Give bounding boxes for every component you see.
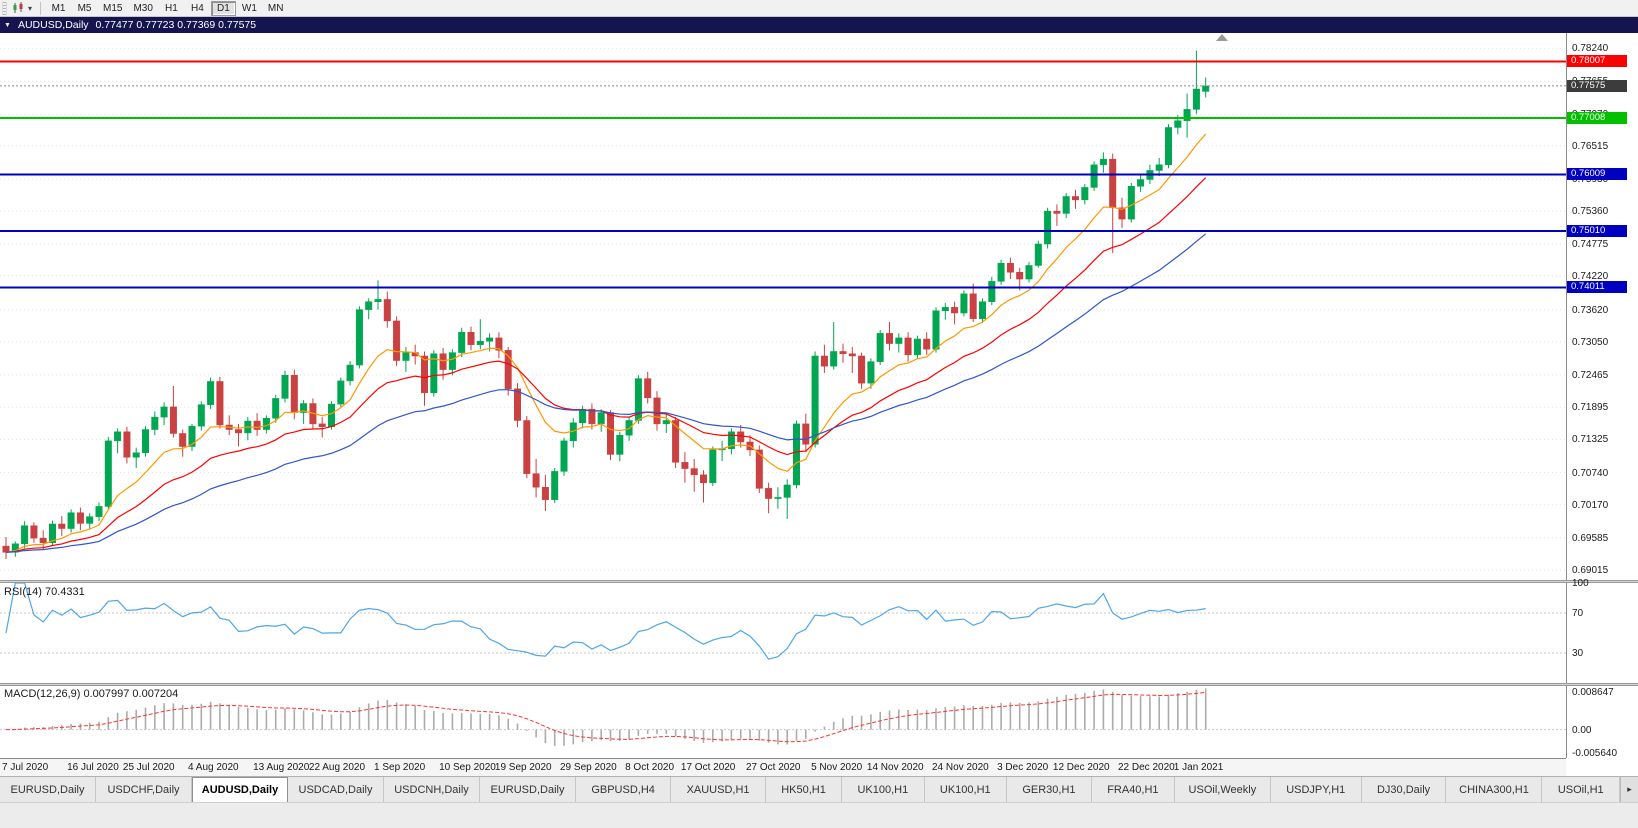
rsi-scale-label: 70 (1572, 608, 1584, 619)
macd-scale-label: -0.005640 (1572, 748, 1618, 759)
window-menu-icon[interactable]: ▼ (4, 21, 11, 29)
price-axis-label: 0.73620 (1572, 304, 1609, 316)
chart-tab[interactable]: UK100,H1 (924, 777, 1007, 802)
current-price-badge: 0.77575 (1567, 79, 1627, 92)
macd-scale-label: 0.00 (1572, 724, 1592, 736)
chart-tab[interactable]: USDCHF,Daily (96, 777, 192, 802)
chart-tab[interactable]: CHINA300,H1 (1446, 777, 1543, 802)
chart-tab[interactable]: USDCNH,Daily (384, 777, 480, 802)
chart-tab[interactable]: HK50,H1 (765, 777, 843, 802)
time-axis-label: 22 Dec 2020 (1118, 762, 1175, 773)
panel-separator[interactable] (0, 580, 1638, 583)
price-scale-border (1566, 33, 1567, 758)
time-axis-label: 8 Oct 2020 (625, 762, 675, 773)
chart-tab[interactable]: UK100,H1 (842, 777, 925, 802)
time-axis-label: 24 Nov 2020 (932, 762, 989, 773)
chart-tab[interactable]: GBPUSD,H4 (576, 777, 672, 802)
chart-plot-area[interactable] (0, 33, 1638, 758)
time-axis-label: 10 Sep 2020 (439, 762, 496, 773)
timeframe-button-m5[interactable]: M5 (77, 2, 92, 14)
timeframe-button-mn[interactable]: MN (267, 2, 284, 14)
price-axis-label: 0.73050 (1572, 336, 1609, 348)
price-axis-label: 0.71325 (1572, 434, 1609, 446)
time-axis: 7 Jul 2020 16 Jul 2020 25 Jul 2020 4 Aug 20… (0, 758, 1566, 776)
price-axis-label: 0.69015 (1572, 565, 1609, 577)
timeframe-button-m15[interactable]: M15 (103, 2, 123, 14)
timeframe-button-w1[interactable]: W1 (241, 2, 257, 14)
time-axis-label: 1 Sep 2020 (374, 762, 426, 773)
macd-indicator-label: MACD(12,26,9) 0.007997 0.007204 (4, 688, 179, 700)
price-axis-label: 0.74775 (1572, 239, 1609, 251)
price-level-badge: 0.75010 (1567, 224, 1627, 237)
chart-tab[interactable]: EURUSD,Daily (480, 777, 576, 802)
chart-tabs-bar: EURUSD,Daily USDCHF,Daily AUDUSD,Daily USDC… (0, 776, 1638, 802)
price-level-badge: 0.77008 (1567, 111, 1627, 124)
time-axis-label: 29 Sep 2020 (560, 762, 617, 773)
chart-tab[interactable]: EURUSD,Daily (0, 777, 96, 802)
timeframe-button-h1[interactable]: H1 (165, 2, 178, 14)
time-axis-label: 17 Oct 2020 (680, 762, 736, 773)
chart-type-dropdown-caret-icon[interactable]: ▾ (28, 3, 33, 13)
timeframe-toolbar: ▾ M1 M5 M15 M30 H1 H4 D1 W1 MN (0, 0, 1638, 17)
time-axis-label: 1 Jan 2021 (1173, 762, 1224, 773)
price-level-badge: 0.78007 (1567, 55, 1627, 68)
time-axis-label: 7 Jul 2020 (2, 762, 49, 773)
price-axis-label: 0.70740 (1572, 467, 1609, 479)
rsi-scale-label: 100 (1572, 578, 1589, 589)
chart-tab[interactable]: USDJPY,H1 (1270, 777, 1362, 802)
rsi-scale-label: 30 (1572, 648, 1584, 659)
time-axis-label: 25 Jul 2020 (122, 762, 175, 773)
timeframe-button-m30[interactable]: M30 (133, 2, 153, 14)
status-bar (0, 802, 1638, 828)
timeframe-button-m1[interactable]: M1 (51, 2, 66, 14)
tabs-scroll-right-button[interactable]: ▸ (1619, 777, 1638, 802)
price-axis-label: 0.70170 (1572, 499, 1609, 511)
price-level-badge: 0.74011 (1567, 281, 1627, 294)
time-axis-label: 22 Aug 2020 (308, 762, 366, 773)
time-axis-label: 27 Oct 2020 (746, 762, 801, 773)
price-axis-label: 0.69585 (1572, 532, 1609, 544)
chart-tab[interactable]: USDCAD,Daily (288, 777, 384, 802)
price-level-badge: 0.76009 (1567, 168, 1627, 181)
chart-tab-active[interactable]: AUDUSD,Daily (192, 777, 288, 802)
time-axis-label: 13 Aug 2020 (253, 762, 310, 773)
candlestick-chart-icon[interactable] (11, 2, 27, 15)
chart-tab[interactable]: GER30,H1 (1007, 777, 1092, 802)
panel-separator[interactable] (0, 683, 1638, 686)
chart-tab[interactable]: USOil,H1 (1542, 777, 1620, 802)
toolbar-separator (40, 1, 42, 15)
time-axis-label: 4 Aug 2020 (188, 762, 239, 773)
price-axis-label: 0.78240 (1572, 43, 1609, 55)
chart-tab[interactable]: XAUUSD,H1 (671, 777, 766, 802)
chart-tab[interactable]: FRA40,H1 (1091, 777, 1175, 802)
timeframe-buttons-group: M1 M5 M15 M30 H1 H4 D1 W1 MN (46, 0, 288, 16)
chart-tab[interactable]: DJ30,Daily (1361, 777, 1447, 802)
rsi-indicator-label: RSI(14) 70.4331 (4, 586, 85, 598)
time-axis-label: 16 Jul 2020 (67, 762, 119, 773)
chart-titlebar: ▼ AUDUSD,Daily 0.77477 0.77723 0.77369 0… (0, 17, 1638, 33)
toolbar-grip[interactable] (2, 1, 7, 15)
time-axis-label: 12 Dec 2020 (1052, 762, 1110, 773)
time-axis-label: 5 Nov 2020 (811, 762, 863, 773)
macd-scale-label: 0.008647 (1572, 687, 1614, 698)
timeframe-button-h4[interactable]: H4 (191, 2, 204, 14)
price-axis-label: 0.72465 (1572, 369, 1609, 381)
time-axis-label: 3 Dec 2020 (997, 762, 1049, 773)
chart-ohlc-values: 0.77477 0.77723 0.77369 0.77575 (95, 19, 257, 31)
price-axis-label: 0.71895 (1572, 402, 1609, 414)
price-axis: 0.782400.776550.770700.765150.759300.753… (1566, 0, 1638, 759)
time-axis-label: 19 Sep 2020 (494, 762, 552, 773)
price-axis-label: 0.74220 (1572, 270, 1609, 282)
chart-tab[interactable]: USOil,Weekly (1174, 777, 1271, 802)
timeframe-button-d1[interactable]: D1 (210, 0, 236, 16)
price-axis-label: 0.76515 (1572, 140, 1609, 152)
chart-title: AUDUSD,Daily (17, 19, 89, 31)
price-axis-label: 0.75360 (1572, 206, 1609, 218)
time-axis-label: 14 Nov 2020 (866, 762, 924, 773)
